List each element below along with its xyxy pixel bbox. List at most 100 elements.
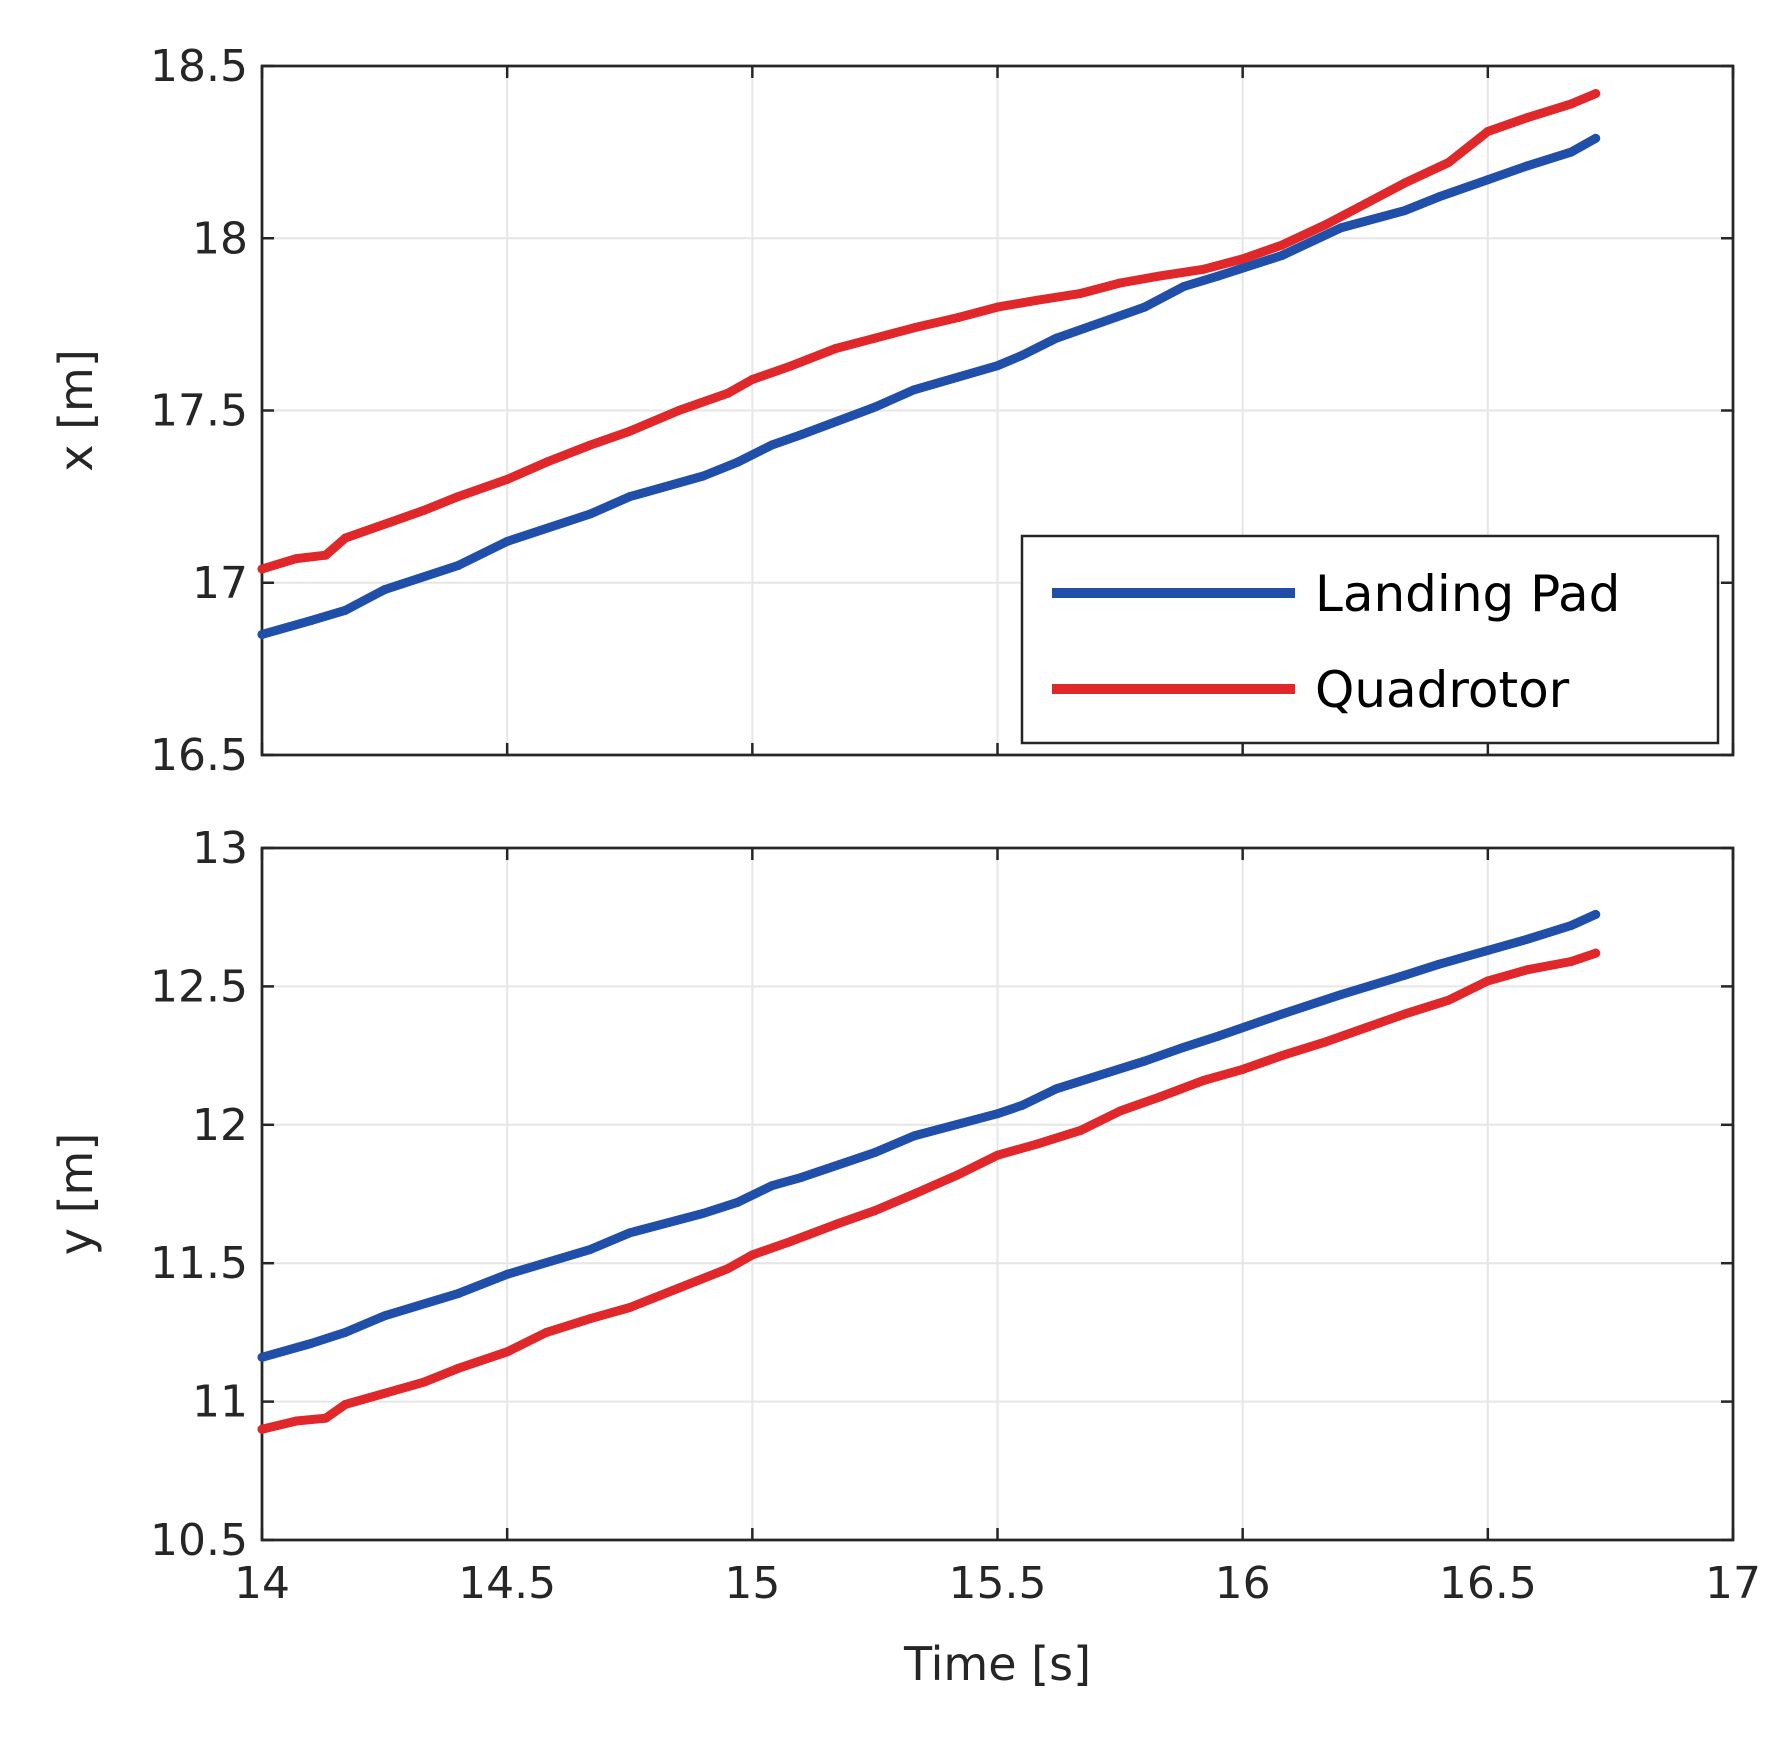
data-point — [1277, 250, 1287, 260]
data-point — [502, 474, 512, 484]
data-point — [1483, 976, 1493, 986]
data-point — [502, 1347, 512, 1357]
data-point — [733, 1197, 743, 1207]
legend-box — [1020, 534, 1720, 745]
data-point — [1444, 157, 1454, 167]
data-point — [306, 1338, 316, 1348]
data-point — [1566, 921, 1576, 931]
x-tick-label: 15.5 — [949, 1558, 1047, 1609]
data-point — [419, 505, 429, 515]
y-tick-label: 17.5 — [150, 386, 248, 437]
data-point — [993, 361, 1002, 371]
data-point — [1154, 271, 1164, 281]
data-point — [340, 533, 350, 543]
data-point — [1566, 956, 1576, 966]
series-line-landing-pad — [257, 133, 1601, 639]
data-point — [674, 406, 684, 415]
data-point — [1198, 1076, 1208, 1086]
data-point — [291, 554, 301, 564]
data-point — [1115, 278, 1125, 288]
data-point — [767, 1181, 777, 1191]
y-tick-label: 10.5 — [150, 1515, 248, 1566]
data-point — [1140, 1056, 1150, 1066]
data-point — [453, 1363, 463, 1373]
data-point — [257, 564, 267, 574]
legend-label: Quadrotor — [1315, 661, 1570, 719]
x-tick-label: 16.5 — [1439, 1558, 1537, 1609]
data-point — [747, 1250, 757, 1260]
data-point — [340, 1399, 350, 1409]
data-point — [1566, 99, 1576, 109]
data-point — [1032, 295, 1042, 305]
y-tick-label: 18.5 — [150, 41, 248, 92]
data-point — [993, 1150, 1002, 1160]
y-tick-label: 16.5 — [150, 730, 248, 781]
data-point — [953, 312, 963, 322]
data-point — [1238, 254, 1248, 264]
data-point — [1140, 302, 1150, 312]
data-point — [541, 1327, 551, 1337]
data-point — [1522, 934, 1532, 944]
data-point — [1017, 1100, 1027, 1110]
data-point — [1051, 1084, 1061, 1094]
data-point — [340, 1327, 350, 1337]
data-point — [870, 402, 880, 412]
y-axis-label: x [m] — [49, 349, 103, 472]
data-point — [453, 492, 463, 502]
data-point — [586, 1244, 596, 1254]
data-point — [586, 509, 596, 519]
data-point — [1051, 333, 1061, 343]
data-point — [502, 536, 512, 546]
x-tick-label: 17 — [1705, 1558, 1761, 1609]
data-point — [1154, 1092, 1164, 1102]
data-point — [1434, 192, 1444, 202]
data-point — [625, 1228, 635, 1238]
data-point — [1360, 199, 1370, 209]
data-point — [1399, 1009, 1409, 1019]
data-point — [1591, 909, 1601, 919]
data-point — [1213, 1031, 1223, 1041]
data-point — [831, 1219, 841, 1229]
data-point — [1321, 1037, 1331, 1047]
data-point — [1483, 126, 1493, 136]
x-tick-label: 16 — [1215, 1558, 1271, 1609]
data-point — [674, 1283, 684, 1293]
data-point — [1444, 995, 1454, 1005]
data-point — [1336, 990, 1346, 1000]
data-point — [1483, 175, 1493, 185]
data-point — [733, 457, 743, 467]
data-point — [1017, 350, 1027, 360]
data-point — [257, 629, 267, 639]
data-point — [306, 616, 316, 626]
y-tick-label: 13 — [192, 823, 248, 874]
y-tick-label: 12.5 — [150, 961, 248, 1012]
data-point — [796, 430, 806, 440]
data-point — [831, 343, 841, 353]
y-tick-label: 11.5 — [150, 1238, 248, 1289]
data-point — [909, 385, 919, 395]
data-point — [1591, 948, 1601, 958]
data-point — [625, 426, 635, 436]
data-point — [1321, 219, 1331, 229]
data-point — [541, 457, 551, 467]
data-point — [257, 1424, 267, 1434]
series-line-landing-pad — [257, 909, 1601, 1362]
data-point — [340, 605, 350, 615]
data-point — [1522, 965, 1532, 975]
data-point — [1213, 271, 1223, 281]
data-point — [1198, 264, 1208, 274]
data-point — [380, 519, 390, 529]
data-point — [1336, 223, 1346, 233]
data-point — [1360, 1023, 1370, 1033]
data-point — [1399, 206, 1409, 216]
data-point — [1277, 1051, 1287, 1061]
data-point — [993, 302, 1002, 312]
data-point — [1277, 1009, 1287, 1019]
data-point — [257, 1352, 267, 1362]
data-point — [380, 585, 390, 595]
data-point — [1591, 133, 1601, 143]
data-point — [909, 1131, 919, 1141]
data-point — [1399, 178, 1409, 188]
data-point — [1591, 89, 1601, 99]
